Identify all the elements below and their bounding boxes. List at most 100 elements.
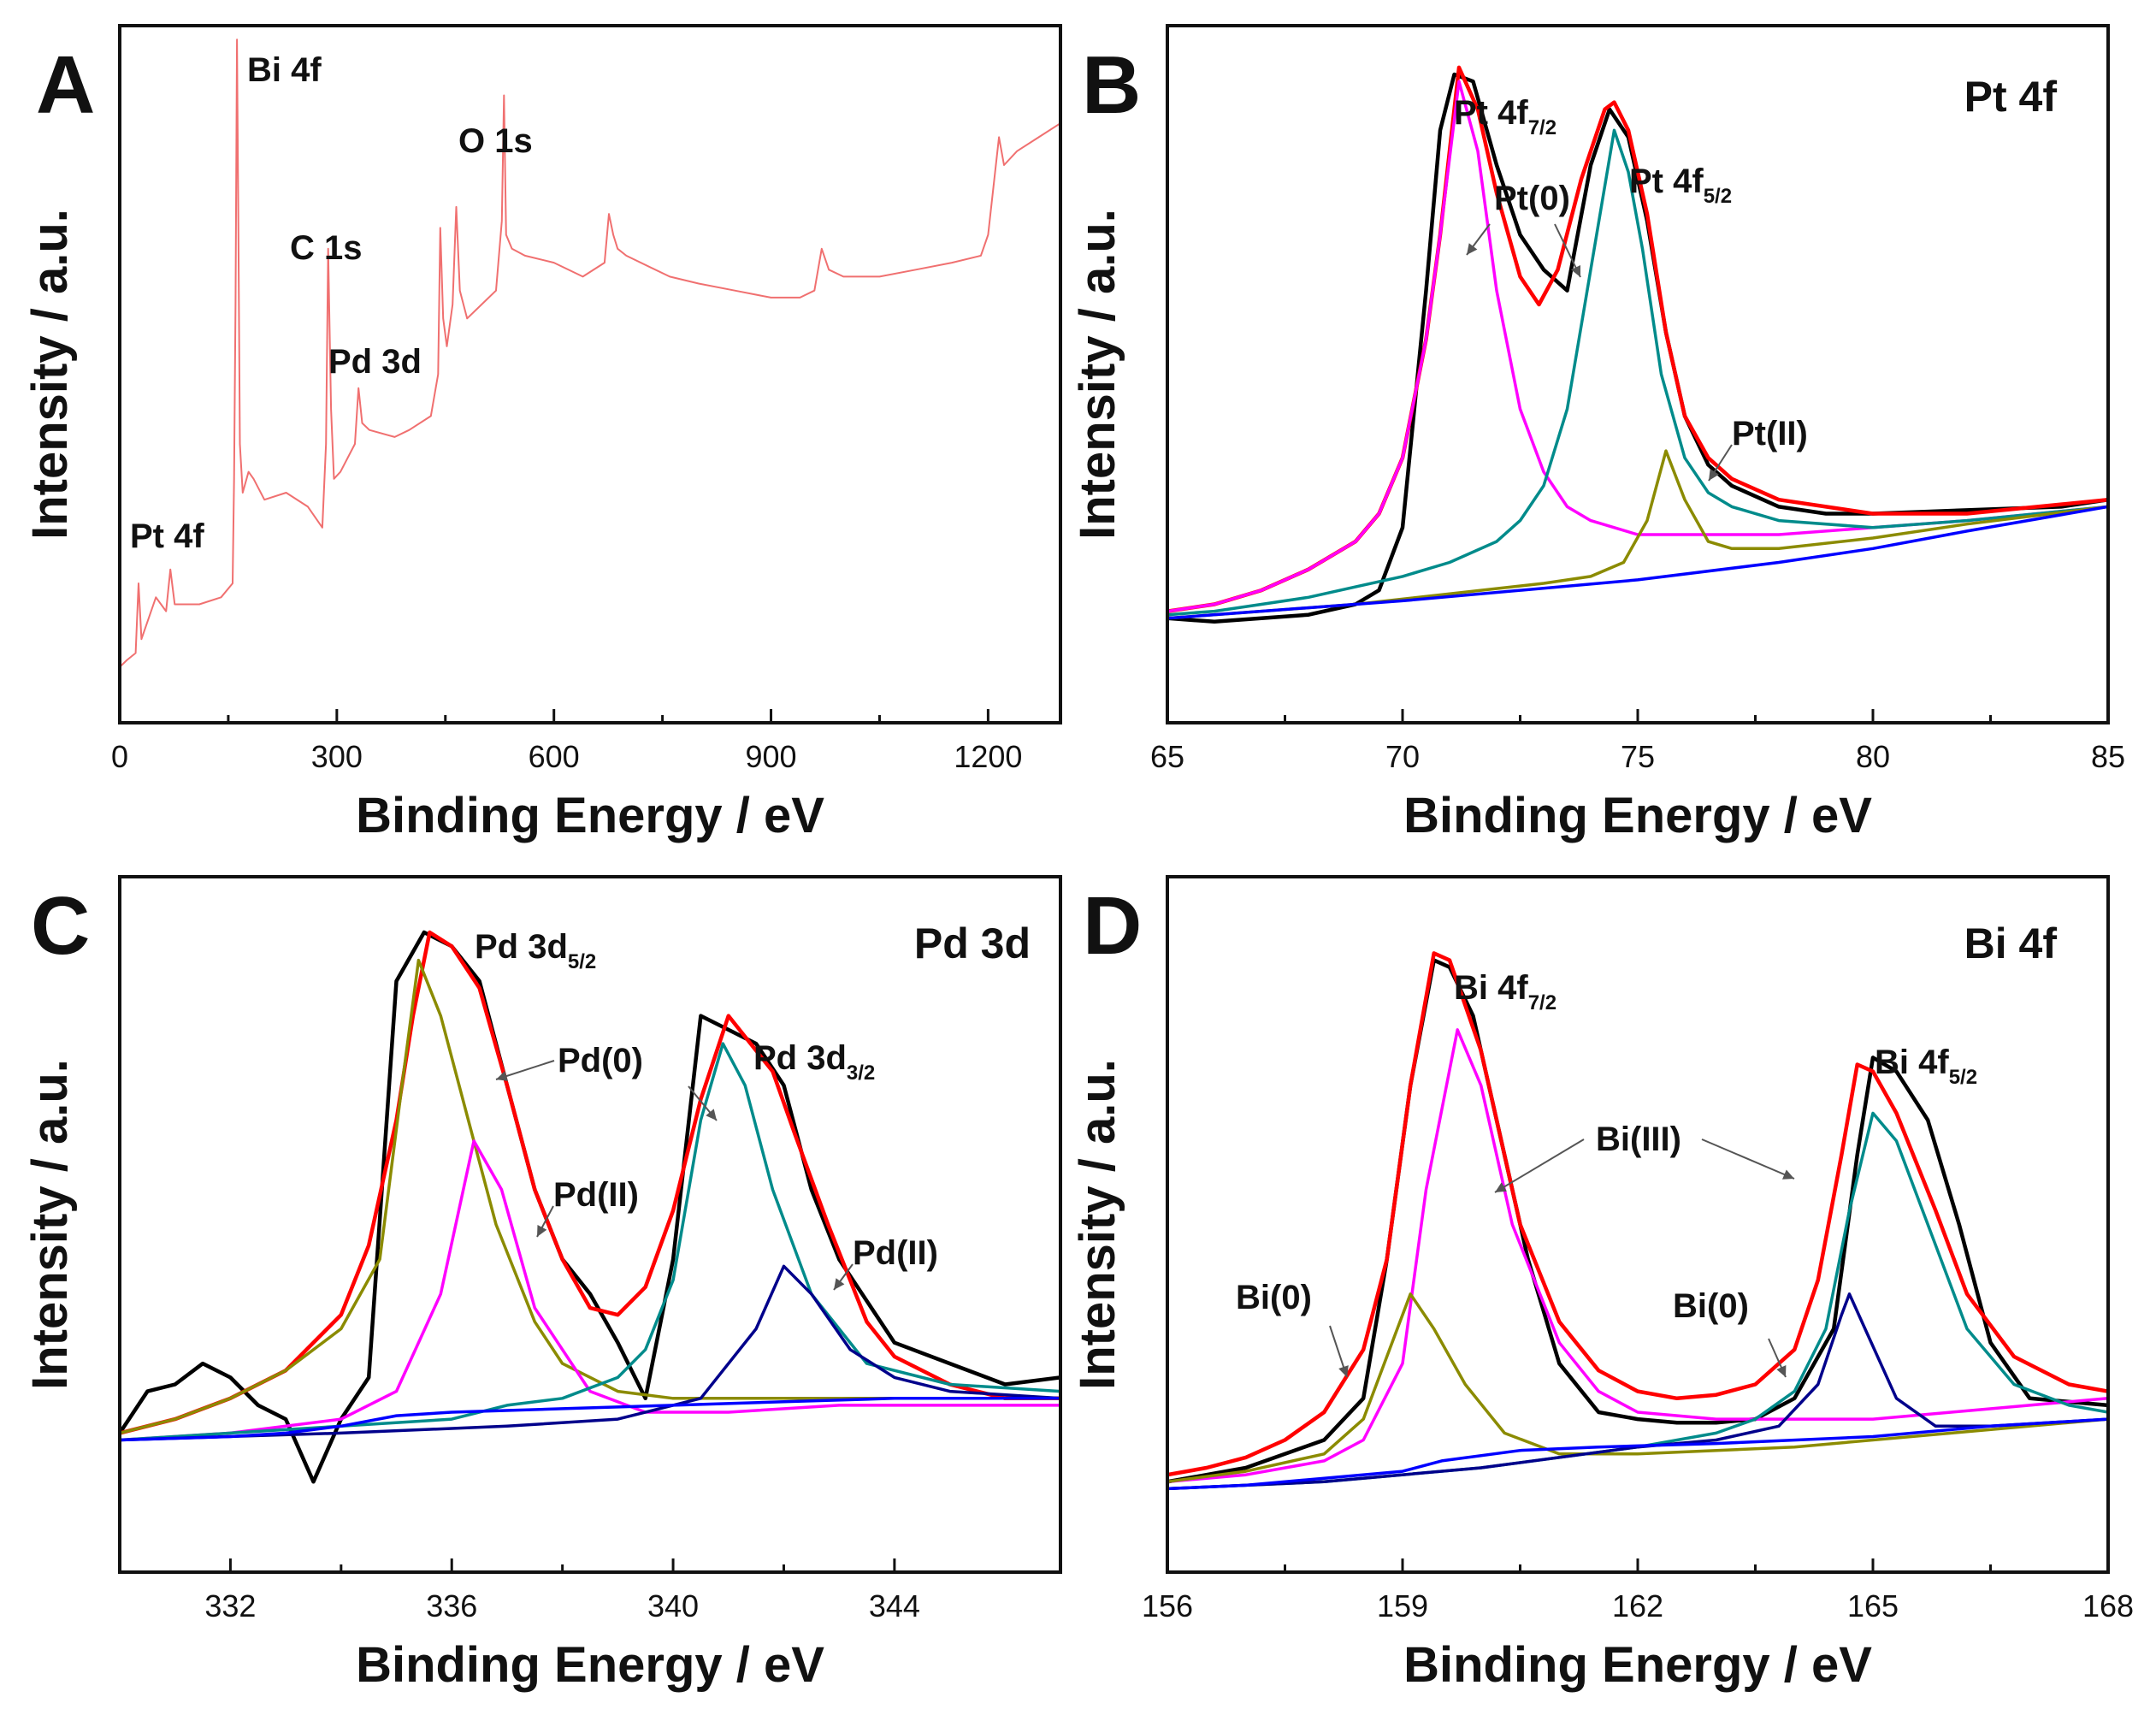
panel-d: 156 159 162 165 168 Binding Energy / eV Intens… <box>1070 875 2134 1693</box>
annotation-subscript: 5/2 <box>1949 1066 1977 1089</box>
annotation-arrowhead <box>706 1109 717 1121</box>
series-line-experimental <box>1167 958 2108 1484</box>
peak-annotation: Pt(0) <box>1494 180 1570 217</box>
series-line-pt-0-4f7-2 <box>1167 80 2108 613</box>
x-tick-label: 300 <box>311 739 363 774</box>
x-tick-label: 70 <box>1385 739 1420 774</box>
series-line-bi-0-4f5-2 <box>1167 1292 2108 1491</box>
peak-annotation: Bi 4f7/2 <box>1454 969 1556 1014</box>
series-group <box>120 930 1060 1484</box>
series-line-pd-ii-3d5-2 <box>120 1139 1060 1442</box>
peak-annotation: Pt(II) <box>1732 415 1808 452</box>
series-group <box>1167 951 2108 1491</box>
x-tick-label: 340 <box>647 1588 699 1623</box>
peak-annotation: Bi(0) <box>1673 1287 1749 1325</box>
x-tick-label: 332 <box>204 1588 256 1623</box>
x-tick-label: 900 <box>745 739 796 774</box>
panel-letter: A <box>36 39 95 131</box>
panel-c: 332 336 340 344 Binding Energy / eV Intensity… <box>22 875 1062 1693</box>
annotation-arrowhead <box>1709 469 1719 481</box>
peak-annotation: Pd 3d3/2 <box>753 1039 875 1085</box>
x-tick-label: 165 <box>1847 1588 1899 1623</box>
annotation-arrowhead <box>1571 265 1580 277</box>
annotation-subscript: 7/2 <box>1528 991 1556 1014</box>
x-tick-label: 344 <box>869 1588 920 1623</box>
peak-annotation: Bi 4f5/2 <box>1875 1044 1977 1089</box>
annotation-arrowhead <box>834 1278 845 1290</box>
annotation-main: Pt 4f <box>130 517 204 555</box>
x-tick-label: 162 <box>1612 1588 1663 1623</box>
annotation-main: Pt(0) <box>1494 180 1570 217</box>
annotation-main: Pt 4f <box>1454 94 1528 132</box>
series-line-background <box>1167 1417 2108 1491</box>
annotation-arrowhead <box>537 1225 547 1237</box>
peak-annotation: Pt 4f <box>130 517 204 555</box>
peak-annotation: Pt 4f5/2 <box>1629 163 1732 208</box>
panel-title: Pt 4f <box>1964 73 2058 121</box>
series-line-pt-0-4f5-2 <box>1167 128 2108 617</box>
plot-frame <box>1166 875 2110 1574</box>
annotation-main: Bi 4f <box>1875 1044 1949 1081</box>
series-line-pt-ii <box>1167 449 2108 620</box>
annotation-arrowhead <box>496 1071 508 1081</box>
plot-frame <box>1166 24 2110 724</box>
annotation-arrow <box>1494 1138 1585 1193</box>
peak-annotation: O 1s <box>458 122 533 160</box>
series-line-survey-spectrum <box>120 38 1060 668</box>
peak-annotation: Bi(III) <box>1596 1121 1681 1158</box>
annotation-main: O 1s <box>458 122 533 160</box>
annotation-arrowhead <box>1495 1182 1507 1192</box>
x-axis-label: Binding Energy / eV <box>1403 1637 1872 1693</box>
y-axis-label: Intensity / a.u. <box>1070 1059 1125 1390</box>
x-tick-label: 80 <box>1856 739 1890 774</box>
annotation-main: Bi 4f <box>247 51 322 89</box>
series-group <box>1167 65 2108 624</box>
y-axis-label: Intensity / a.u. <box>1070 209 1125 540</box>
x-tick-label: 600 <box>529 739 580 774</box>
annotation-main: Pt(II) <box>1732 415 1808 452</box>
panel-title: Pd 3d <box>914 920 1031 967</box>
annotation-main: Pd 3d <box>753 1039 847 1077</box>
panel-title: Bi 4f <box>1964 920 2058 967</box>
series-line-experimental <box>1167 72 2108 624</box>
series-line-envelope-fit <box>120 930 1060 1435</box>
annotation-arrowhead <box>1338 1365 1349 1377</box>
x-tick-label: 156 <box>1142 1588 1193 1623</box>
x-axis-label: Binding Energy / eV <box>1403 788 1872 843</box>
series-line-bi-0-4f7-2 <box>1167 1292 2108 1484</box>
annotation-main: Pt 4f <box>1629 163 1704 200</box>
y-axis-label: Intensity / a.u. <box>22 209 78 540</box>
annotation-subscript: 5/2 <box>1704 185 1732 208</box>
x-axis-label: Binding Energy / eV <box>356 788 824 843</box>
peak-annotation: Pd 3d5/2 <box>475 928 596 973</box>
panel-letter: C <box>31 880 90 972</box>
x-axis-label: Binding Energy / eV <box>356 1637 824 1693</box>
peak-annotation: Pd(0) <box>558 1042 643 1079</box>
x-tick-label: 65 <box>1150 739 1184 774</box>
series-line-background <box>120 1397 1060 1442</box>
annotation-main: C 1s <box>290 229 363 267</box>
annotation-subscript: 3/2 <box>847 1062 875 1085</box>
panel-letter: B <box>1082 39 1141 131</box>
series-line-pd-ii-3d3-2 <box>120 1264 1060 1442</box>
x-tick-label: 75 <box>1621 739 1655 774</box>
y-axis-label: Intensity / a.u. <box>22 1059 78 1390</box>
x-tick-label: 336 <box>426 1588 477 1623</box>
x-tick-label: 1200 <box>954 739 1022 774</box>
series-group <box>120 38 1060 668</box>
annotation-arrowhead <box>1467 243 1478 255</box>
peak-annotation: Bi 4f <box>247 51 322 89</box>
peak-annotation: Bi(0) <box>1236 1279 1312 1316</box>
peak-annotation: Pd(II) <box>553 1176 639 1214</box>
peak-annotation: C 1s <box>290 229 363 267</box>
annotation-main: Pd(II) <box>553 1176 639 1214</box>
panel-b: 65 70 75 80 85 Binding Energy / eV Intensity /… <box>1070 24 2125 843</box>
panel-a: 0 300 600 900 1200 Binding Energy / eV Intensi… <box>22 24 1062 843</box>
series-line-bi-iii-4f7-2 <box>1167 1028 2108 1484</box>
peak-annotation: Pt 4f7/2 <box>1454 94 1556 139</box>
annotation-main: Pd 3d <box>328 343 422 381</box>
annotation-main: Pd(0) <box>558 1042 643 1079</box>
peak-annotation: Pd(II) <box>853 1234 938 1272</box>
plot-frame <box>118 875 1062 1574</box>
